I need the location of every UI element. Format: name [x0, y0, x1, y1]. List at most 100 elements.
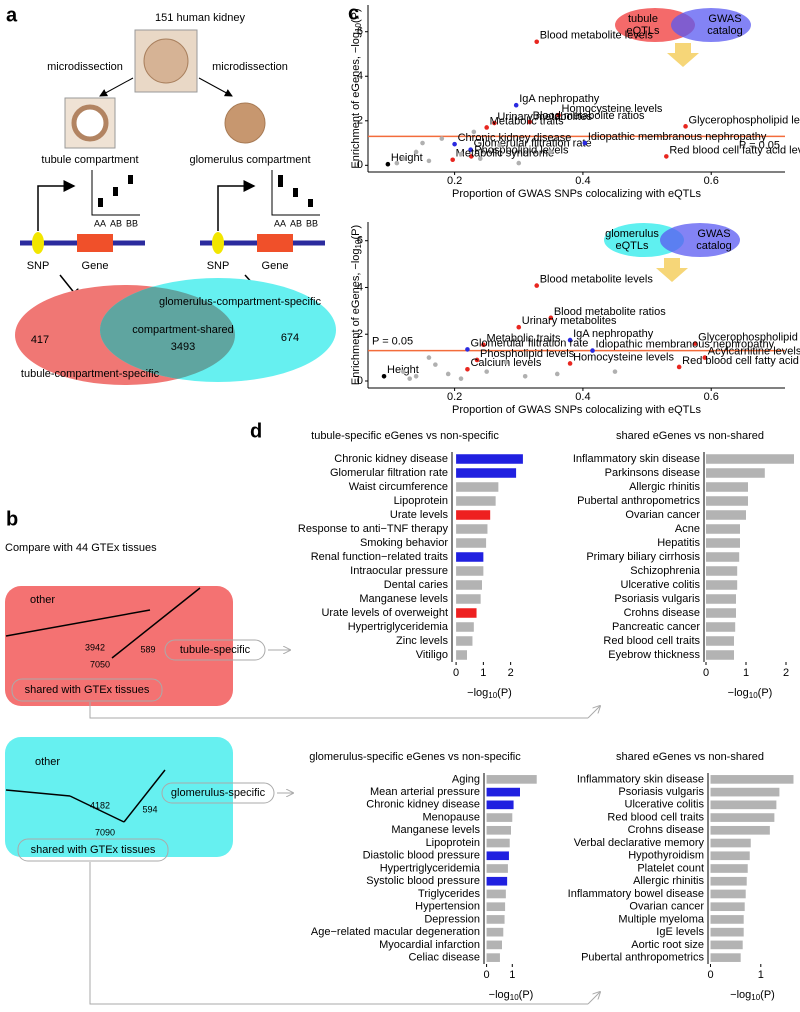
point: [433, 362, 438, 367]
bar: [706, 636, 734, 646]
panel-label: c: [348, 2, 359, 24]
bar: [710, 813, 775, 822]
panel-b: Compare with 44 GTEx tissues other 3942 …: [5, 542, 600, 1005]
point: [452, 141, 457, 147]
point: [516, 324, 522, 330]
axis-label-part: 10: [749, 691, 758, 700]
category-label: Pubertal anthropometrics: [577, 495, 700, 507]
tubule-box: [5, 586, 233, 706]
point: [400, 369, 406, 374]
point-label: Glycerophospholipid levels: [698, 331, 800, 343]
threshold-label: P = 0.05: [739, 139, 780, 151]
category-label: Manganese levels: [359, 593, 448, 605]
point-label: Phospholipid levels: [474, 144, 569, 156]
point: [400, 156, 406, 161]
region-count: 4182: [90, 800, 110, 810]
category-label: Inflammatory skin disease: [577, 773, 704, 785]
x-tick-label: 0: [707, 969, 713, 981]
category-label: Red blood cell traits: [607, 811, 704, 823]
axis-label-part: (P): [350, 225, 362, 240]
axis-label-part: −log: [730, 989, 751, 1001]
connector: [89, 702, 588, 719]
bar: [456, 608, 477, 618]
bar: [710, 864, 748, 873]
bar: [486, 927, 504, 937]
bar: [456, 580, 482, 590]
point-label: Homocysteine levels: [562, 103, 663, 115]
axis-label-part: Enrichment of eGenes, −log: [350, 32, 362, 169]
point-label: Idiopathic membranous nephropathy: [596, 338, 775, 350]
legend-set: [660, 223, 740, 257]
point-label: Metabolic syndrome: [456, 148, 554, 160]
axis-label-part: −log: [728, 687, 749, 699]
region-count: 7090: [95, 827, 115, 837]
genotype-label: BB: [306, 218, 318, 228]
axis-label-part: (P): [350, 8, 362, 23]
point: [426, 158, 432, 164]
legend-arrow: [667, 43, 699, 67]
bar: [486, 889, 506, 899]
category-label: Allergic rhinitis: [633, 875, 704, 887]
bar: [486, 851, 509, 861]
category-label: Chronic kidney disease: [366, 799, 480, 811]
point-label: Glycerophospholipid levels: [689, 114, 800, 126]
category-label: Triglycerides: [418, 888, 480, 900]
bar: [706, 496, 748, 506]
axis-label-part: (P): [497, 687, 512, 699]
category-label: Systolic blood pressure: [366, 875, 480, 887]
genotype-axis: [271, 170, 320, 216]
point: [513, 102, 519, 108]
point-label: Blood metabolite ratios: [554, 306, 666, 318]
x-axis-title: Proportion of GWAS SNPs colocalizing wit…: [452, 188, 702, 200]
category-label: Hypertriglyceridemia: [348, 621, 449, 633]
x-tick-label: 2: [783, 667, 789, 679]
point-label: Metabolic traits: [486, 333, 560, 345]
category-label: Chronic kidney disease: [334, 453, 448, 465]
legend-label: catalog: [707, 25, 742, 37]
y-tick-label: 2: [357, 115, 363, 127]
category-label: Intraocular pressure: [350, 565, 448, 577]
legend-label: GWAS: [708, 13, 741, 25]
category-label: Platelet count: [637, 862, 704, 874]
bar: [486, 915, 505, 924]
region-label: other: [35, 756, 60, 768]
bar: [710, 851, 750, 861]
divider: [5, 609, 151, 637]
bar: [456, 538, 487, 548]
x-tick-label: 0.4: [575, 391, 590, 403]
bar: [486, 775, 537, 784]
point: [413, 149, 419, 155]
genotype-label: AB: [110, 218, 122, 228]
point-label: Blood metabolite ratios: [533, 110, 645, 122]
point: [582, 140, 588, 146]
callout-box: [11, 678, 163, 702]
category-label: Primary biliary cirrhosis: [586, 551, 700, 563]
category-label: Crohns disease: [628, 824, 704, 836]
panel-label: b: [6, 508, 18, 530]
point: [692, 341, 698, 346]
category-label: Pubertal anthropometrics: [581, 952, 704, 964]
point: [426, 355, 432, 360]
bar: [486, 940, 502, 950]
bar: [710, 838, 751, 848]
point: [465, 366, 470, 372]
bar: [456, 636, 473, 646]
category-label: Menopause: [423, 811, 481, 823]
y-tick-label: 6: [357, 235, 363, 247]
bar: [486, 864, 508, 873]
point: [458, 376, 464, 381]
arrow: [99, 77, 134, 97]
genotype-bar: [113, 187, 118, 196]
bar: [706, 580, 738, 590]
chart-title: glomerulus-specific eGenes vs non-specif…: [309, 751, 521, 763]
point: [458, 151, 464, 157]
axis-label-part: 10: [488, 691, 497, 700]
axis-label-part: 10: [751, 993, 760, 1002]
point-label: Homocysteine levels: [573, 351, 674, 363]
point: [554, 371, 560, 377]
point: [420, 140, 425, 146]
category-label: Ovarian cancer: [625, 509, 700, 521]
axis-label-part: Enrichment of eGenes, −log: [350, 248, 362, 385]
panel-a: 151 human kidney microdissection microdi…: [15, 12, 336, 385]
point: [702, 355, 708, 360]
